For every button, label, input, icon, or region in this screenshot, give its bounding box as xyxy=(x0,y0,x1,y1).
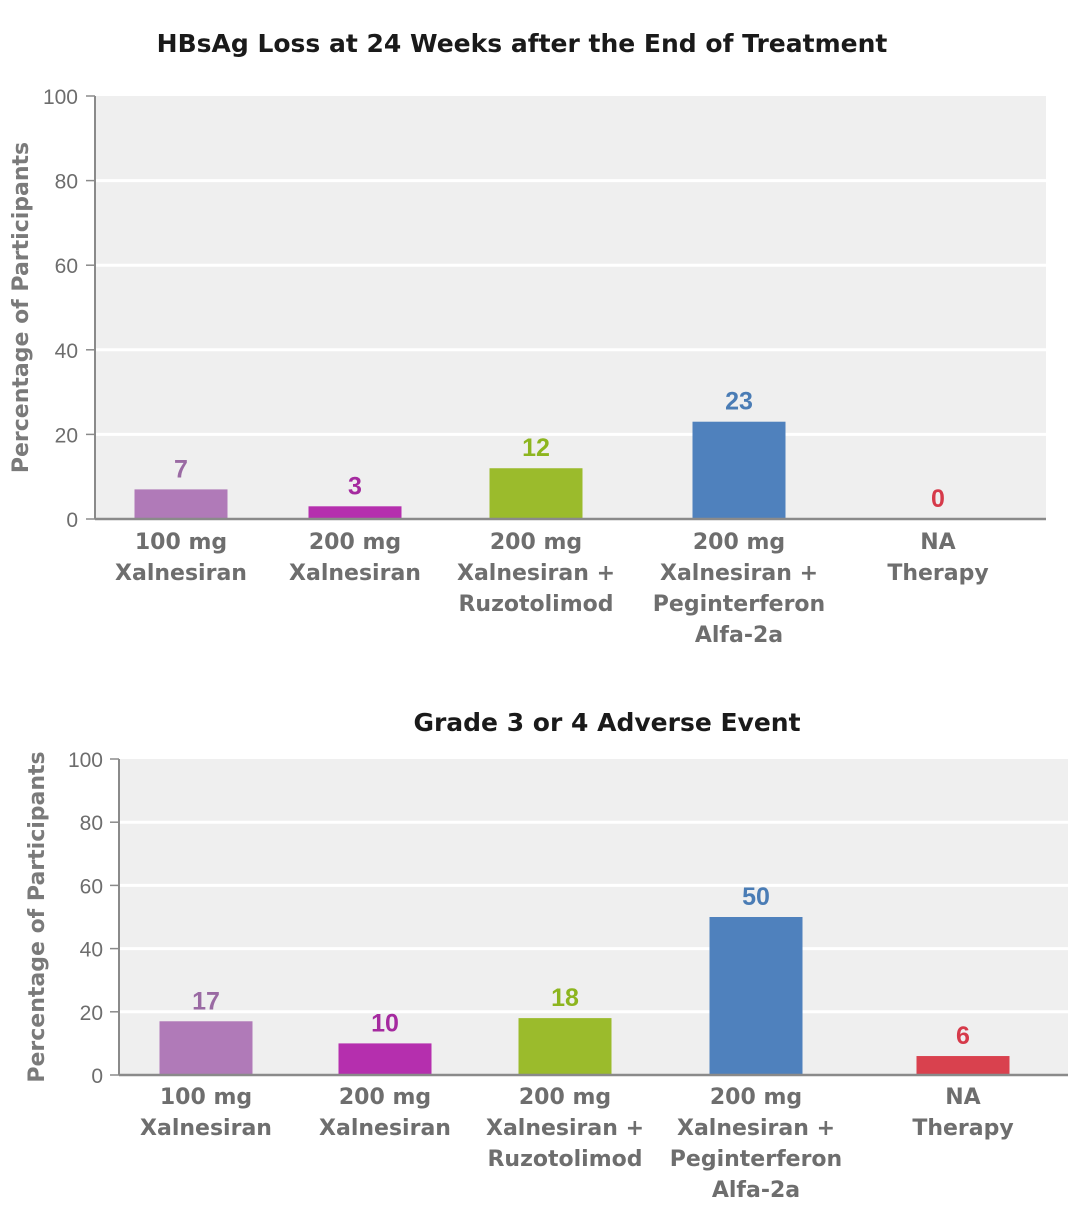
chart-title: HBsAg Loss at 24 Weeks after the End of … xyxy=(157,29,888,58)
x-tick-label: NA Therapy xyxy=(887,530,988,586)
x-tick-label: 200 mg Xalnesiran xyxy=(289,530,421,586)
data-label: 3 xyxy=(348,472,362,500)
x-tick-label-line: Xalnesiran xyxy=(140,1116,272,1141)
x-tick-label-line: 200 mg xyxy=(710,1085,802,1110)
x-tick-label: 200 mg Xalnesiran + Peginterferon Alfa-2a xyxy=(670,1085,842,1203)
bar xyxy=(338,1043,432,1075)
y-tick-label: 60 xyxy=(55,255,78,278)
bar xyxy=(916,1056,1010,1075)
data-label: 18 xyxy=(551,984,579,1012)
x-tick-label: 200 mg Xalnesiran + Ruzotolimod xyxy=(486,1085,644,1172)
y-tick-label: 100 xyxy=(43,86,78,109)
y-tick-label: 0 xyxy=(66,509,78,532)
x-tick-label-line: Ruzotolimod xyxy=(487,1147,642,1172)
x-tick-label: 200 mg Xalnesiran xyxy=(319,1085,451,1141)
x-tick-label-line: Alfa-2a xyxy=(695,623,783,648)
x-tick-label-line: Xalnesiran xyxy=(289,561,421,586)
bar xyxy=(518,1018,612,1075)
y-tick-label: 40 xyxy=(55,340,78,363)
data-label: 0 xyxy=(931,485,945,513)
data-label: 23 xyxy=(725,388,753,416)
x-tick-label: 200 mg Xalnesiran + Peginterferon Alfa-2a xyxy=(653,530,825,648)
x-tick-label-line: NA xyxy=(920,530,955,555)
x-tick-label-line: Xalnesiran + xyxy=(457,561,615,586)
x-tick-label-line: Xalnesiran + xyxy=(486,1116,644,1141)
x-tick-label: 100 mg Xalnesiran xyxy=(140,1085,272,1141)
y-tick-label: 20 xyxy=(80,1002,103,1025)
plot-area xyxy=(95,96,1046,519)
y-tick-label: 20 xyxy=(55,424,78,447)
x-tick-label-line: 200 mg xyxy=(309,530,401,555)
x-tick-label-line: NA xyxy=(945,1085,980,1110)
y-tick-label: 60 xyxy=(80,875,103,898)
y-tick-label: 80 xyxy=(80,812,103,835)
data-label: 17 xyxy=(192,987,220,1015)
y-tick-label: 0 xyxy=(91,1065,103,1088)
bar xyxy=(134,489,228,519)
data-label: 6 xyxy=(956,1022,970,1050)
bar xyxy=(489,468,583,519)
x-tick-label-line: Therapy xyxy=(887,561,988,586)
chart-title: Grade 3 or 4 Adverse Event xyxy=(413,708,800,737)
data-label: 50 xyxy=(742,883,770,911)
x-tick-label-line: 200 mg xyxy=(693,530,785,555)
y-axis-label: Percentage of Participants xyxy=(9,142,34,473)
x-tick-label-line: 200 mg xyxy=(339,1085,431,1110)
x-tick-label-line: Ruzotolimod xyxy=(458,592,613,617)
chart-grade-3-4-adverse-event: Grade 3 or 4 Adverse Event 0 20 40 60 80 100 Pe… xyxy=(25,708,1068,1203)
x-tick-label-line: Xalnesiran xyxy=(115,561,247,586)
y-tick-label: 40 xyxy=(80,939,103,962)
data-label: 7 xyxy=(174,455,188,483)
x-tick-label-line: 200 mg xyxy=(490,530,582,555)
y-tick-label: 100 xyxy=(68,749,103,772)
x-tick-label-line: Xalnesiran + xyxy=(677,1116,835,1141)
x-tick-label: NA Therapy xyxy=(912,1085,1013,1141)
bar xyxy=(692,421,786,519)
x-tick-label-line: Xalnesiran + xyxy=(660,561,818,586)
x-tick-label-line: Therapy xyxy=(912,1116,1013,1141)
x-tick-label-line: 100 mg xyxy=(135,530,227,555)
x-tick-label-line: Peginterferon xyxy=(670,1147,842,1172)
x-tick-label-line: Peginterferon xyxy=(653,592,825,617)
x-tick-label-line: Xalnesiran xyxy=(319,1116,451,1141)
data-label: 10 xyxy=(371,1009,399,1037)
x-tick-label: 200 mg Xalnesiran + Ruzotolimod xyxy=(457,530,615,617)
x-tick-label: 100 mg Xalnesiran xyxy=(115,530,247,586)
data-label: 12 xyxy=(522,434,550,462)
x-tick-label-line: Alfa-2a xyxy=(712,1178,800,1203)
bar xyxy=(308,506,402,519)
chart-hbsag-loss: HBsAg Loss at 24 Weeks after the End of … xyxy=(9,29,1046,648)
bar xyxy=(709,917,803,1075)
y-tick-label: 80 xyxy=(55,171,78,194)
x-tick-label-line: 200 mg xyxy=(519,1085,611,1110)
x-tick-label-line: 100 mg xyxy=(160,1085,252,1110)
bar xyxy=(159,1021,253,1075)
y-axis-label: Percentage of Participants xyxy=(25,751,50,1082)
